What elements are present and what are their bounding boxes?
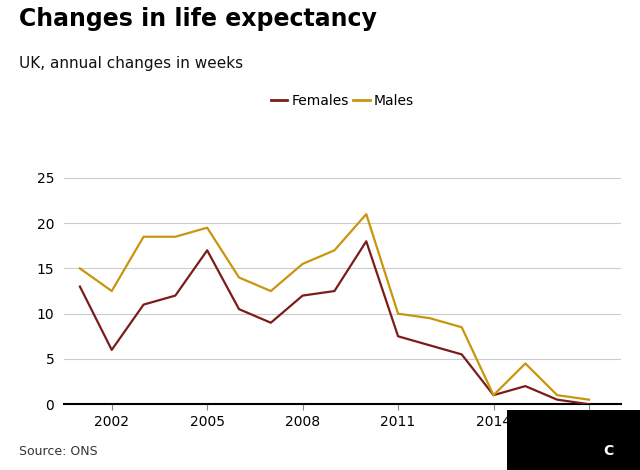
Text: Source: ONS: Source: ONS [19,445,98,458]
Legend: Females, Males: Females, Males [265,88,420,114]
Text: UK, annual changes in weeks: UK, annual changes in weeks [19,56,243,71]
Text: B: B [542,444,552,458]
Text: B: B [573,444,583,458]
Text: C: C [604,444,614,458]
Text: Changes in life expectancy: Changes in life expectancy [19,7,377,31]
